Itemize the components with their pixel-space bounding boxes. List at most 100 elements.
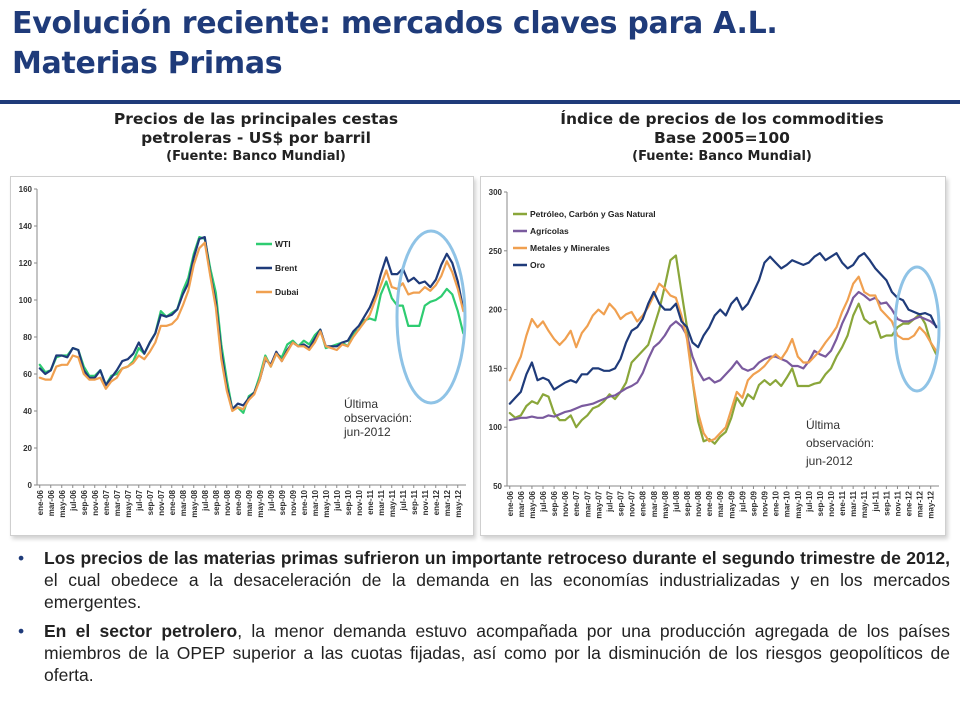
- series-line-dubai: [38, 241, 465, 413]
- x-tick-label: nov-09: [761, 490, 770, 516]
- x-tick-label: may-06: [58, 489, 67, 517]
- bullet-dot-icon: •: [18, 621, 25, 641]
- x-tick-label: nov-08: [223, 489, 232, 515]
- left-chart-title: Precios de las principales cestas petrol…: [10, 110, 502, 165]
- x-tick-label: sep-10: [344, 489, 353, 515]
- x-tick-label: may-11: [860, 490, 869, 518]
- x-tick-label: ene-06: [506, 490, 515, 516]
- y-tick-label: 300: [489, 188, 503, 197]
- x-tick-label: jul-08: [201, 489, 210, 511]
- series-line-oro: [508, 252, 938, 405]
- x-tick-label: ene-07: [572, 490, 581, 516]
- slide-title-line2: Materias Primas: [12, 46, 283, 81]
- x-tick-label: mar-11: [849, 490, 858, 516]
- y-tick-label: 120: [19, 259, 33, 268]
- x-tick-label: mar-09: [716, 490, 725, 517]
- x-tick-label: may-08: [661, 490, 670, 518]
- left-chart-title-line2: petroleras - US$ por barril: [141, 129, 371, 147]
- x-tick-label: nov-06: [91, 489, 100, 515]
- x-tick-label: sep-06: [80, 489, 89, 515]
- x-tick-label: jul-11: [399, 489, 408, 511]
- legend-label: Brent: [275, 263, 297, 273]
- y-tick-label: 250: [489, 247, 503, 256]
- last-observation-note: jun-2012: [805, 454, 853, 468]
- x-tick-label: ene-06: [36, 489, 45, 515]
- x-tick-label: mar-10: [783, 490, 792, 517]
- bullet-dot-icon: •: [18, 548, 25, 568]
- x-tick-label: sep-08: [683, 490, 692, 516]
- legend-label: Petróleo, Carbón y Gas Natural: [530, 209, 656, 219]
- y-tick-label: 60: [23, 370, 32, 379]
- x-tick-label: may-12: [927, 490, 936, 518]
- x-tick-label: mar-07: [113, 489, 122, 516]
- highlight-circle: [893, 265, 941, 393]
- last-observation-note: observación:: [806, 436, 874, 450]
- right-chart-title-line1: Índice de precios de los commodities: [560, 110, 884, 128]
- x-tick-label: sep-07: [146, 489, 155, 515]
- x-tick-label: nov-06: [561, 490, 570, 516]
- y-tick-label: 100: [19, 296, 33, 305]
- legend-label: Dubai: [275, 287, 299, 297]
- y-tick-label: 20: [23, 444, 32, 453]
- y-tick-label: 40: [23, 407, 32, 416]
- x-tick-label: nov-07: [628, 490, 637, 516]
- x-tick-label: jul-11: [871, 490, 880, 512]
- x-tick-label: nov-07: [157, 489, 166, 515]
- x-tick-label: mar-12: [916, 490, 925, 517]
- x-tick-label: mar-11: [377, 489, 386, 515]
- x-tick-label: mar-06: [517, 490, 526, 517]
- x-tick-label: sep-07: [617, 490, 626, 516]
- x-tick-label: mar-07: [583, 490, 592, 517]
- x-tick-label: may-11: [388, 489, 397, 517]
- x-tick-label: jul-06: [539, 490, 548, 512]
- bullet-item-2: • En el sector petrolero, la menor deman…: [18, 620, 950, 686]
- x-tick-label: may-09: [256, 489, 265, 517]
- x-tick-label: sep-11: [882, 490, 891, 515]
- bullet-2-bold: En el sector petrolero: [44, 621, 238, 641]
- legend-label: Agrícolas: [530, 226, 569, 236]
- x-tick-label: nov-10: [827, 490, 836, 516]
- last-observation-note: Última: [344, 396, 378, 411]
- x-tick-label: nov-11: [421, 489, 430, 515]
- x-tick-label: jul-06: [69, 489, 78, 511]
- bullet-item-1: • Los precios de las materias primas suf…: [18, 547, 950, 613]
- x-tick-label: jul-09: [738, 490, 747, 512]
- x-tick-label: ene-12: [432, 489, 441, 515]
- series-line-wti: [38, 235, 465, 414]
- x-tick-label: jul-08: [672, 490, 681, 512]
- x-tick-label: mar-12: [443, 489, 452, 516]
- right-chart-source: (Fuente: Banco Mundial): [632, 149, 812, 164]
- bullet-2-text: , la menor demanda estuvo acompañada por…: [44, 621, 951, 685]
- x-tick-label: mar-08: [179, 489, 188, 516]
- x-tick-label: sep-09: [278, 489, 287, 515]
- x-tick-label: ene-10: [772, 490, 781, 516]
- slide-title: Evolución reciente: mercados claves para…: [12, 4, 942, 84]
- x-tick-label: ene-08: [639, 490, 648, 516]
- x-tick-label: sep-09: [749, 490, 758, 516]
- x-tick-label: mar-06: [47, 489, 56, 516]
- x-tick-label: jul-10: [333, 489, 342, 511]
- left-chart-source: (Fuente: Banco Mundial): [166, 149, 346, 164]
- x-tick-label: mar-09: [245, 489, 254, 516]
- x-tick-label: sep-08: [212, 489, 221, 515]
- x-tick-label: ene-12: [905, 490, 914, 516]
- x-tick-label: ene-09: [705, 490, 714, 516]
- x-tick-label: may-09: [727, 490, 736, 518]
- x-tick-label: jul-07: [605, 490, 614, 512]
- left-chart-title-line1: Precios de las principales cestas: [113, 110, 399, 128]
- y-tick-label: 150: [489, 364, 503, 373]
- x-tick-label: ene-07: [102, 489, 111, 515]
- y-tick-label: 50: [493, 482, 502, 491]
- x-tick-label: sep-11: [410, 489, 419, 514]
- x-tick-label: nov-09: [289, 489, 298, 515]
- y-tick-label: 0: [28, 481, 33, 490]
- title-divider: [0, 100, 960, 104]
- right-chart-title-line2: Base 2005=100: [654, 129, 790, 147]
- x-tick-label: jul-07: [135, 489, 144, 511]
- x-tick-label: ene-10: [300, 489, 309, 515]
- series-line-metales-y-minerales: [508, 275, 938, 443]
- x-tick-label: ene-11: [838, 490, 847, 515]
- x-tick-label: sep-06: [550, 490, 559, 516]
- y-tick-label: 160: [19, 185, 33, 194]
